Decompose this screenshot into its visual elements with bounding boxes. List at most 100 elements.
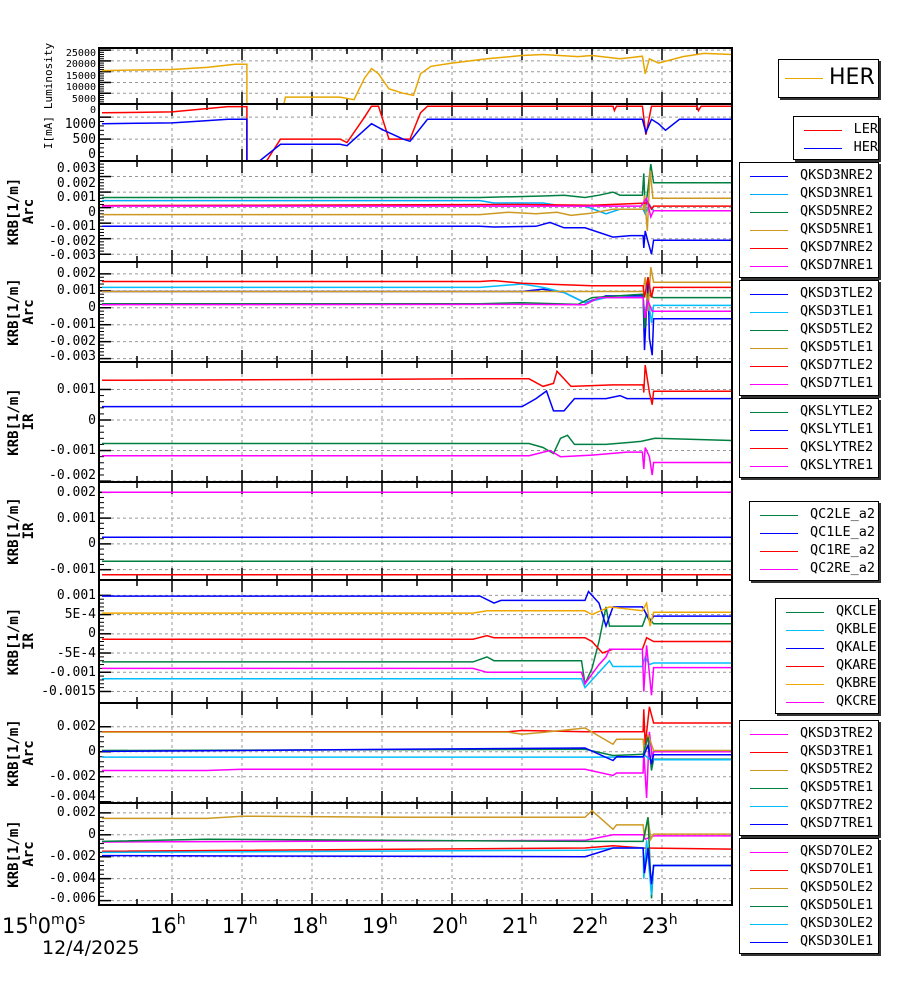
legend-swatch xyxy=(750,905,788,907)
y-tick-label: 0 xyxy=(88,146,96,162)
legend-entry: QC2LE_a2 xyxy=(750,506,878,524)
legend-entry: QKBLE xyxy=(776,621,878,639)
legend-swatch xyxy=(750,429,788,431)
legend-entry: QKSD3NRE2 xyxy=(740,167,878,185)
legend-label: HER xyxy=(853,139,878,156)
y-tick-label: 1000 xyxy=(64,116,96,132)
legend-entry: QKSD5OLE2 xyxy=(740,879,878,897)
y-tick-label: -0.002 xyxy=(49,769,96,785)
legend-entry: QKSLYTRE2 xyxy=(740,439,878,457)
legend-entry: QKALE xyxy=(776,639,878,657)
series-line-qksd3tre1 xyxy=(102,706,732,746)
legend-swatch xyxy=(750,923,788,925)
series-line-qksd3nre2 xyxy=(102,221,732,255)
legend-label: QKARE xyxy=(836,657,877,674)
legend-label: QKBRE xyxy=(836,675,877,692)
legend-panel-6: QKCLE QKBLE QKALE QKARE QKBRE QKCRE xyxy=(775,598,879,714)
legend-label: QKSD3OLE2 xyxy=(800,915,874,932)
y-tick-label: -0.0015 xyxy=(41,683,96,699)
panel-8: KRB[1/m] Arc xyxy=(6,802,733,906)
legend-swatch xyxy=(750,733,788,735)
legend-panel-0: HER xyxy=(778,59,879,98)
y-tick-label: 0 xyxy=(88,300,96,316)
x-tick-label: 16h xyxy=(150,912,186,938)
legend-swatch xyxy=(750,365,788,367)
series-line-her xyxy=(101,118,732,161)
legend-swatch xyxy=(804,129,842,131)
y-tick-label: 0 xyxy=(89,105,96,116)
series-line-qkble xyxy=(102,654,732,689)
legend-swatch xyxy=(750,787,788,789)
x-tick-value: 0 xyxy=(37,914,51,938)
legend-entry: QC1LE_a2 xyxy=(750,524,878,542)
panel-frame xyxy=(98,702,733,804)
y-tick-label: 0 xyxy=(88,204,96,220)
legend-entry: QKSD5TLE2 xyxy=(740,321,878,339)
legend-label: QC1RE_a2 xyxy=(810,542,876,559)
series-line-qkbre xyxy=(102,600,732,627)
x-tick-label: 20h xyxy=(432,912,468,938)
y-tick-label: 0.001 xyxy=(56,190,96,205)
y-tick-label: 0.001 xyxy=(56,587,96,603)
series-line-qksd5ole1 xyxy=(101,817,732,899)
legend-label: QC2RE_a2 xyxy=(810,560,876,577)
y-axis-label: Arc xyxy=(21,299,37,324)
legend-entry: QKSD3OLE2 xyxy=(740,915,878,933)
y-tick-label: -0.004 xyxy=(49,871,96,887)
legend-entry: QKSD7NRE2 xyxy=(740,239,878,257)
legend-entry: QKSD3NRE1 xyxy=(740,185,878,203)
y-axis-label: KRB[1/m] xyxy=(6,278,22,345)
series-line-qksd5tre1 xyxy=(101,736,732,771)
legend-swatch xyxy=(750,751,788,753)
legend-entry: QKSD7TRE2 xyxy=(740,797,878,815)
legend-entry: QKARE xyxy=(776,657,878,675)
y-tick-label: -0.002 xyxy=(49,467,96,483)
series-line-qkslytre1 xyxy=(102,447,732,476)
y-tick-label: -0.006 xyxy=(49,890,96,906)
series-line-qkslytle2 xyxy=(102,434,732,455)
legend-swatch xyxy=(750,411,788,413)
panel-5: KRB[1/m] IR xyxy=(6,481,733,581)
x-tick-value: 0 xyxy=(64,914,78,938)
legend-panel-2: QKSD3NRE2 QKSD3NRE1 QKSD5NRE2 QKSD5NRE1 QKSD… xyxy=(739,162,879,278)
x-tick-label: 23h xyxy=(642,912,678,938)
y-axis-label: KRB[1/m] xyxy=(6,608,22,675)
legend-label: QKSD3TRE2 xyxy=(800,725,874,742)
legend-swatch xyxy=(750,211,788,213)
legend-label: QKSLYTLE2 xyxy=(800,403,874,420)
y-tick-label: -0.003 xyxy=(49,348,96,364)
y-axis-label: Luminosity xyxy=(42,43,55,110)
series-line-qksd5tre2 xyxy=(102,727,732,756)
legend-entry: QKSD5TRE1 xyxy=(740,779,878,797)
series-line-qksd7tre2 xyxy=(102,754,732,761)
legend-swatch xyxy=(750,175,788,177)
legend-entry: QKSD5NRE2 xyxy=(740,203,878,221)
x-tick-label: 18h xyxy=(292,912,328,938)
panel-frame xyxy=(98,481,733,581)
x-tick-unit: h xyxy=(528,912,538,928)
x-tick-unit: h xyxy=(318,912,328,928)
x-tick-unit: h xyxy=(248,912,258,928)
legend-entry: QKSD5OLE1 xyxy=(740,897,878,915)
y-tick-label: 0.001 xyxy=(56,283,96,299)
y-tick-label: 0.002 xyxy=(56,805,96,821)
panel-4: KRB[1/m] IR xyxy=(6,361,733,483)
legend-swatch xyxy=(760,532,798,534)
panel-7: KRB[1/m] Arc xyxy=(6,702,733,804)
y-tick-label: 5E-4 xyxy=(64,607,96,623)
y-axis-label: KRB[1/m] xyxy=(6,820,22,887)
x-tick-unit: h xyxy=(28,912,38,928)
legend-swatch xyxy=(786,629,824,631)
legend-label: QKSD7TLE1 xyxy=(800,375,874,392)
y-axis-label: KRB[1/m] xyxy=(6,497,22,564)
series-line-qkale xyxy=(102,590,732,629)
y-tick-label: 500 xyxy=(72,131,96,147)
panel-1: I[mA] xyxy=(42,103,733,162)
x-tick-value: 20 xyxy=(432,914,459,938)
legend-label: QKCLE xyxy=(836,603,877,620)
legend-swatch xyxy=(786,611,824,613)
x-tick-value: 23 xyxy=(642,914,669,938)
legend-label: QKSD5TLE2 xyxy=(800,321,874,338)
panel-2: KRB[1/m] Arc xyxy=(6,160,733,263)
